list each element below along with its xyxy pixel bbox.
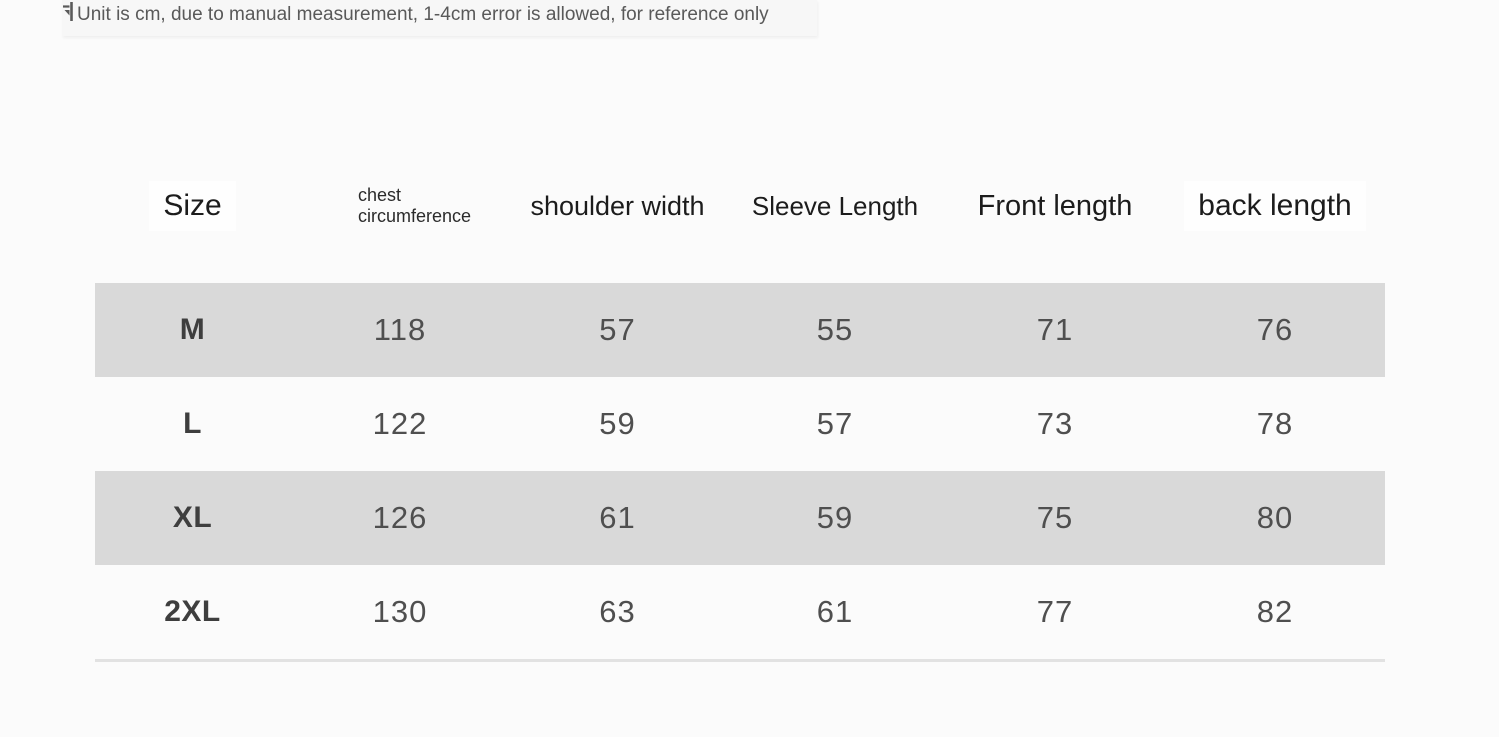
cell-front-length: 75 [1036, 500, 1074, 535]
table-row-xl: XL 126 61 59 75 80 [95, 471, 1385, 565]
cell-chest-circumference: 122 [372, 406, 428, 441]
cell-back-length: 80 [1256, 500, 1294, 535]
cell-size: M [179, 313, 206, 346]
cell-front-length: 71 [1036, 312, 1074, 347]
table-row-l: L 122 59 57 73 78 [95, 377, 1385, 471]
column-header-shoulder-width-label: shoulder width [530, 190, 705, 221]
table-row-2xl: 2XL 130 63 61 77 82 [95, 565, 1385, 659]
cell-sleeve-length: 61 [816, 594, 854, 629]
cell-shoulder-width: 57 [599, 312, 636, 347]
cell-sleeve-length: 55 [816, 312, 854, 347]
cell-size: XL [172, 501, 213, 534]
cell-sleeve-length: 57 [816, 406, 854, 441]
measurement-note-text: Unit is cm, due to manual measurement, 1… [77, 4, 769, 25]
column-header-chest-circumference-label: chest circumference [358, 184, 472, 226]
table-header-row: Size chest circumference shoulder width … [95, 150, 1385, 262]
column-header-front-length: Front length [945, 190, 1165, 223]
column-header-back-length: back length [1165, 181, 1385, 231]
cell-front-length: 77 [1036, 594, 1074, 629]
cell-shoulder-width: 63 [599, 594, 636, 629]
cell-back-length: 76 [1256, 312, 1294, 347]
column-header-front-length-label: Front length [977, 189, 1133, 222]
cell-size: L [183, 407, 202, 440]
column-header-shoulder-width: shoulder width [510, 191, 725, 222]
size-chart-table: Size chest circumference shoulder width … [95, 150, 1385, 662]
cell-back-length: 78 [1256, 406, 1294, 441]
column-header-size-label: Size [149, 181, 236, 231]
cell-chest-circumference: 118 [373, 312, 427, 347]
cell-chest-circumference: 126 [372, 500, 428, 535]
cell-chest-circumference: 130 [372, 594, 428, 629]
column-header-size: Size [95, 181, 290, 231]
measure-marker-icon [62, 2, 75, 21]
column-header-sleeve-length: Sleeve Length [725, 191, 945, 222]
column-header-chest-circumference: chest circumference [290, 185, 510, 227]
cell-back-length: 82 [1256, 594, 1294, 629]
cell-size: 2XL [164, 595, 221, 628]
column-header-back-length-label: back length [1184, 181, 1366, 231]
measurement-note: Unit is cm, due to manual measurement, 1… [62, 0, 817, 36]
table-bottom-border [95, 659, 1385, 662]
cell-shoulder-width: 61 [599, 500, 636, 535]
column-header-sleeve-length-label: Sleeve Length [751, 190, 919, 221]
cell-sleeve-length: 59 [816, 500, 854, 535]
cell-front-length: 73 [1036, 406, 1074, 441]
table-row-m: M 118 57 55 71 76 [95, 283, 1385, 377]
cell-shoulder-width: 59 [599, 406, 636, 441]
